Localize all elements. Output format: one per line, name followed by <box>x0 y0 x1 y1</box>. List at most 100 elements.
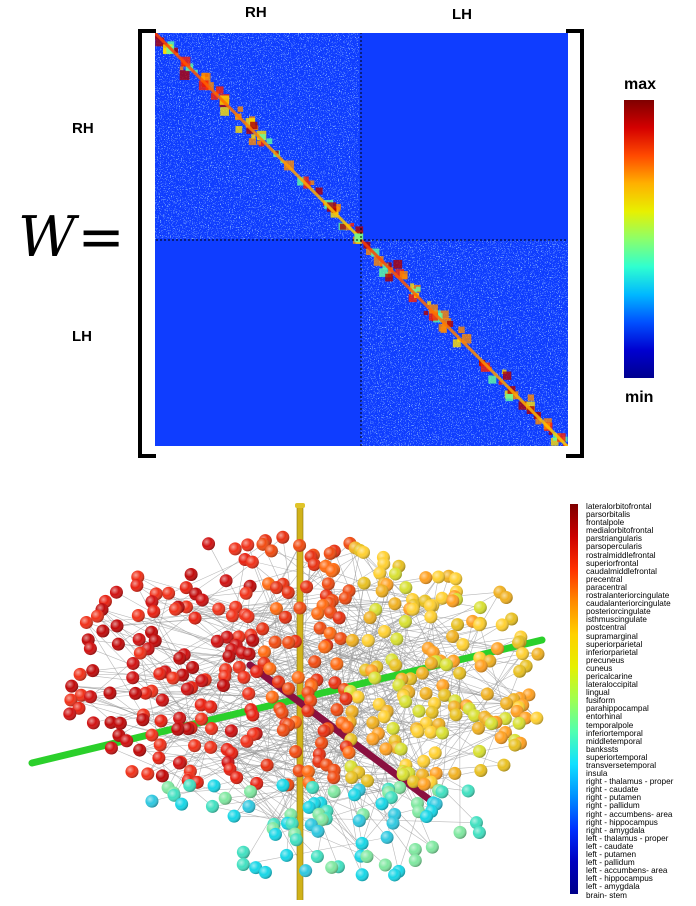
network-node <box>378 858 392 872</box>
matrix-cell <box>428 311 439 321</box>
region-legend-item: lateraloccipital <box>586 680 638 690</box>
network-node <box>195 674 209 688</box>
network-node <box>225 609 239 623</box>
network-node <box>228 542 242 556</box>
matrix-cell <box>198 80 209 91</box>
network-edge <box>93 623 481 724</box>
network-edge <box>116 577 426 627</box>
network-node <box>388 567 402 581</box>
network-node <box>293 538 307 552</box>
network-node <box>423 599 437 613</box>
matrix-cell <box>502 371 512 380</box>
network-node <box>408 854 422 868</box>
network-edge <box>454 621 473 708</box>
w-equals-label: W= <box>18 205 124 270</box>
network-node <box>446 630 460 644</box>
region-legend-item: transversetemporal <box>586 761 657 770</box>
network-node <box>205 722 219 736</box>
network-node <box>242 799 256 813</box>
matrix-cell <box>354 233 364 243</box>
network-node <box>241 610 255 624</box>
network-edge <box>326 645 419 732</box>
network-node <box>480 687 494 701</box>
region-legend-item: inferiorparietal <box>586 647 638 657</box>
network-node <box>352 814 366 828</box>
matrix-cell <box>275 150 279 155</box>
region-legend-item: superiorfrontal <box>586 558 639 568</box>
network-node <box>474 764 488 778</box>
network-node <box>249 861 263 875</box>
network-edge <box>81 694 309 772</box>
matrix-cell <box>259 134 266 141</box>
network-node <box>446 594 460 608</box>
region-legend-item: caudalanteriorcingulate <box>586 599 671 609</box>
network-node <box>73 667 87 681</box>
network-node <box>224 724 238 738</box>
network-node <box>500 696 514 710</box>
network-node <box>311 824 325 838</box>
region-legend: lateralorbitofrontal parsorbitalis frontal… <box>586 502 673 900</box>
network-node <box>289 745 303 759</box>
network-node <box>315 813 329 827</box>
network-node <box>456 638 470 652</box>
network-edge <box>441 661 454 792</box>
network-node <box>327 771 341 785</box>
region-legend-item: lateralorbitofrontal <box>586 502 652 511</box>
network-node <box>515 647 529 661</box>
network-node <box>419 686 433 700</box>
matrix-cell <box>355 226 364 235</box>
matrix-cell <box>258 140 265 147</box>
network-node <box>241 538 255 552</box>
network-node <box>461 784 475 798</box>
matrix-cell <box>216 86 224 94</box>
network-node <box>183 778 197 792</box>
network-node <box>126 656 140 670</box>
matrix-cell <box>172 47 178 54</box>
network-node <box>291 670 305 684</box>
network-node <box>131 609 145 623</box>
network-node <box>207 779 221 793</box>
region-colorbar <box>570 504 578 894</box>
network-node <box>168 602 182 616</box>
connectivity-matrix <box>155 33 568 446</box>
network-node <box>345 771 359 785</box>
network-node <box>126 671 140 685</box>
region-legend-item: parsorbitalis <box>586 510 631 520</box>
network-node <box>153 738 167 752</box>
network-node <box>242 647 256 661</box>
network-node <box>388 868 402 882</box>
network-node <box>186 660 200 674</box>
network-node <box>473 744 487 758</box>
network-node <box>393 781 407 795</box>
network-node <box>250 665 264 679</box>
network-node <box>103 686 117 700</box>
network-node <box>453 666 467 680</box>
network-edge <box>403 751 480 775</box>
brain-network-graph <box>28 503 546 900</box>
network-node <box>366 732 380 746</box>
network-node <box>154 714 168 728</box>
network-node <box>83 642 97 656</box>
matrix-cell <box>452 339 461 348</box>
network-node <box>222 649 236 663</box>
network-edge <box>282 537 309 711</box>
network-node <box>180 682 194 696</box>
network-node <box>145 794 159 808</box>
matrix-cell <box>543 418 552 427</box>
network-node <box>342 746 356 760</box>
region-legend-item: superiortemporal <box>586 752 648 762</box>
region-legend-item: precentral <box>586 574 623 584</box>
matrix-cell <box>423 310 428 316</box>
network-node <box>435 726 449 740</box>
network-node <box>530 711 544 725</box>
network-node <box>408 842 422 856</box>
network-node <box>388 597 402 611</box>
matrix-cell <box>557 433 566 442</box>
network-node <box>271 675 285 689</box>
network-node <box>155 769 169 783</box>
network-node <box>268 827 282 841</box>
network-node <box>268 635 282 649</box>
network-node <box>184 567 198 581</box>
network-node <box>390 632 404 646</box>
network-node <box>508 738 522 752</box>
